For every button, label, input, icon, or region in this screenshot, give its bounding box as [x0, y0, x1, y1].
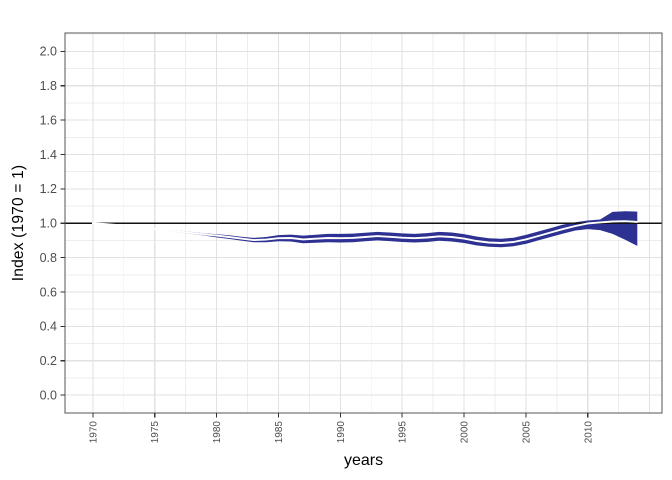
x-tick-label: 1975: [150, 421, 161, 444]
x-tick-label: 1985: [274, 421, 285, 444]
x-tick-label: 1970: [88, 421, 99, 444]
x-tick-label: 1990: [336, 421, 347, 444]
y-tick-label: 1.4: [40, 148, 57, 162]
y-tick-label: 1.6: [40, 113, 57, 127]
y-tick-label: 1.2: [40, 182, 57, 196]
x-tick-label: 2010: [583, 421, 594, 444]
x-tick-label: 1980: [212, 421, 223, 444]
median-line: [91, 220, 639, 244]
x-tick-label: 2005: [521, 421, 532, 444]
y-tick-label: 2.0: [40, 45, 57, 59]
y-tick-label: 0.4: [40, 320, 57, 334]
y-tick-label: 1.0: [40, 217, 57, 231]
y-tick-label: 0.6: [40, 285, 57, 299]
confidence-ribbon: [92, 211, 638, 248]
x-tick-label: 2000: [460, 421, 471, 444]
y-tick-label: 0.8: [40, 251, 57, 265]
y-tick-label: 0.2: [40, 354, 57, 368]
y-tick-label: 0.0: [40, 388, 57, 402]
x-axis-title: years: [343, 452, 384, 469]
y-tick-label: 1.8: [40, 79, 57, 93]
x-tick-label: 1995: [398, 421, 409, 444]
y-axis-title: Index (1970 = 1): [10, 164, 27, 282]
